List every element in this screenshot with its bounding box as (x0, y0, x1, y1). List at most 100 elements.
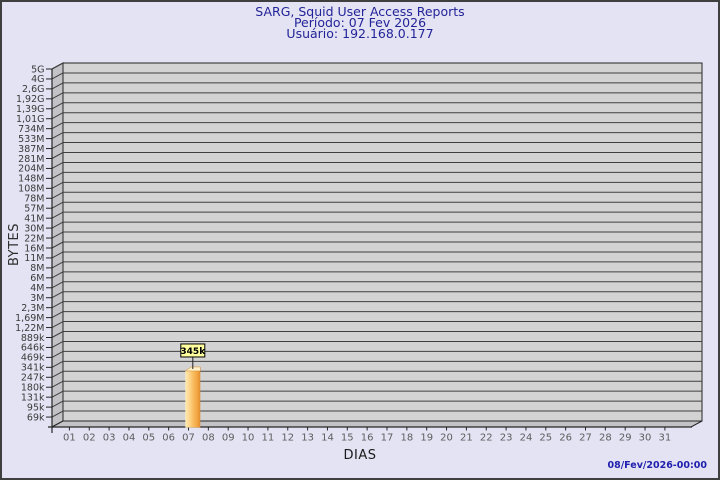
y-tick-label: 78M (24, 194, 44, 205)
y-tick-label: 2,3M (21, 303, 44, 314)
y-tick-label: 180k (21, 383, 45, 394)
y-tick-label: 30M (24, 223, 44, 234)
y-tick-label: 204M (18, 164, 44, 175)
y-tick-label: 1,01G (16, 114, 45, 125)
x-tick-label: 26 (559, 433, 572, 444)
x-tick-label: 15 (341, 433, 354, 444)
x-tick-label: 25 (539, 433, 552, 444)
y-tick-label: 95k (27, 402, 45, 413)
wall-grid-diagonal (51, 410, 64, 418)
x-tick-label: 20 (440, 433, 453, 444)
wall-grid-diagonal (51, 261, 64, 269)
wall-grid-diagonal (51, 112, 64, 120)
x-axis-title: DIAS (343, 448, 377, 463)
x-tick-label: 12 (281, 433, 294, 444)
wall-grid-diagonal (51, 201, 64, 209)
x-tick-label: 10 (242, 433, 255, 444)
y-tick-label: 8M (30, 263, 44, 274)
wall-grid-diagonal (51, 82, 64, 90)
wall-grid-diagonal (51, 321, 64, 328)
wall-grid-diagonal (51, 211, 64, 219)
y-axis-title: BYTES (7, 222, 23, 266)
wall-grid-diagonal (51, 152, 64, 159)
wall-grid-diagonal (51, 390, 64, 398)
x-tick-label: 18 (400, 433, 413, 444)
y-tick-label: 16M (24, 243, 44, 254)
y-tick-label: 6M (30, 273, 44, 284)
x-tick-label: 31 (659, 433, 672, 444)
wall-grid-diagonal (51, 251, 64, 259)
wall-grid-diagonal (51, 221, 64, 229)
wall-grid-diagonal (51, 281, 64, 289)
x-tick-label: 14 (321, 433, 334, 444)
value-label-text: 345k (180, 347, 206, 357)
x-tick-label: 06 (162, 433, 175, 444)
y-tick-label: 281M (18, 154, 44, 165)
x-tick-label: 05 (142, 433, 155, 444)
wall-grid-diagonal (51, 72, 64, 80)
x-tick-label: 04 (123, 433, 136, 444)
wall-grid-diagonal (51, 231, 64, 239)
wall-grid-diagonal (51, 380, 64, 388)
wall-grid-diagonal (51, 360, 64, 368)
wall-grid-diagonal (51, 171, 64, 179)
y-tick-label: 69k (27, 412, 45, 423)
y-tick-label: 533M (18, 134, 44, 145)
wall-grid-diagonal (51, 102, 64, 110)
y-tick-label: 3M (30, 293, 44, 304)
wall-grid-diagonal (51, 301, 64, 309)
y-tick-label: 4M (30, 283, 44, 294)
wall-grid-diagonal (51, 132, 64, 140)
y-tick-label: 5G (31, 64, 44, 75)
y-tick-label: 889k (21, 333, 45, 344)
wall-grid-diagonal (51, 370, 64, 378)
y-tick-label: 4G (31, 74, 44, 85)
x-tick-label: 09 (222, 433, 235, 444)
y-tick-label: 1,69M (15, 313, 44, 324)
wall-grid-diagonal (51, 400, 64, 408)
wall-grid-diagonal (51, 142, 64, 149)
x-tick-label: 19 (420, 433, 433, 444)
y-tick-label: 387M (18, 144, 44, 155)
x-tick-label: 24 (520, 433, 533, 444)
y-axis-title-wrap: BYTES (2, 205, 28, 283)
y-tick-label: 1,22M (15, 323, 44, 334)
x-tick-label: 27 (579, 433, 592, 444)
axis-floor-3d (51, 420, 703, 428)
wall-grid-diagonal (51, 350, 64, 358)
wall-grid-diagonal (51, 241, 64, 249)
chart-title-block: SARG, Squid User Access Reports Período:… (2, 4, 718, 39)
y-tick-label: 11M (24, 253, 44, 264)
wall-grid-diagonal (51, 181, 64, 189)
y-tick-label: 341k (21, 363, 45, 374)
y-tick-label: 41M (24, 213, 44, 224)
value-label-box (180, 343, 206, 358)
x-tick-label: 23 (500, 433, 513, 444)
x-tick-label: 22 (480, 433, 493, 444)
wall-grid-diagonal (51, 341, 64, 348)
wall-grid-diagonal (51, 331, 64, 338)
generated-timestamp: 08/Fev/2026-00:00 (607, 460, 707, 471)
wall-grid-diagonal (51, 271, 64, 279)
y-tick-label: 247k (21, 373, 45, 384)
wall-grid-diagonal (51, 162, 64, 169)
x-tick-label: 07 (182, 433, 195, 444)
usage-bar (185, 370, 201, 428)
x-tick-label: 11 (262, 433, 275, 444)
y-tick-label: 646k (21, 343, 45, 354)
x-tick-label: 01 (63, 433, 76, 444)
x-tick-label: 28 (599, 433, 612, 444)
x-tick-label: 16 (361, 433, 374, 444)
wall-grid-diagonal (51, 122, 64, 130)
x-tick-label: 08 (202, 433, 215, 444)
chart-title: SARG, Squid User Access Reports (255, 4, 465, 19)
x-tick-label: 03 (103, 433, 116, 444)
y-tick-label: 131k (21, 392, 45, 403)
y-tick-label: 22M (24, 233, 44, 244)
x-tick-label: 17 (381, 433, 394, 444)
chart-period: Período: 07 Fev 2026 (293, 14, 427, 30)
x-tick-label: 30 (639, 433, 652, 444)
wall-grid-diagonal (51, 62, 64, 70)
